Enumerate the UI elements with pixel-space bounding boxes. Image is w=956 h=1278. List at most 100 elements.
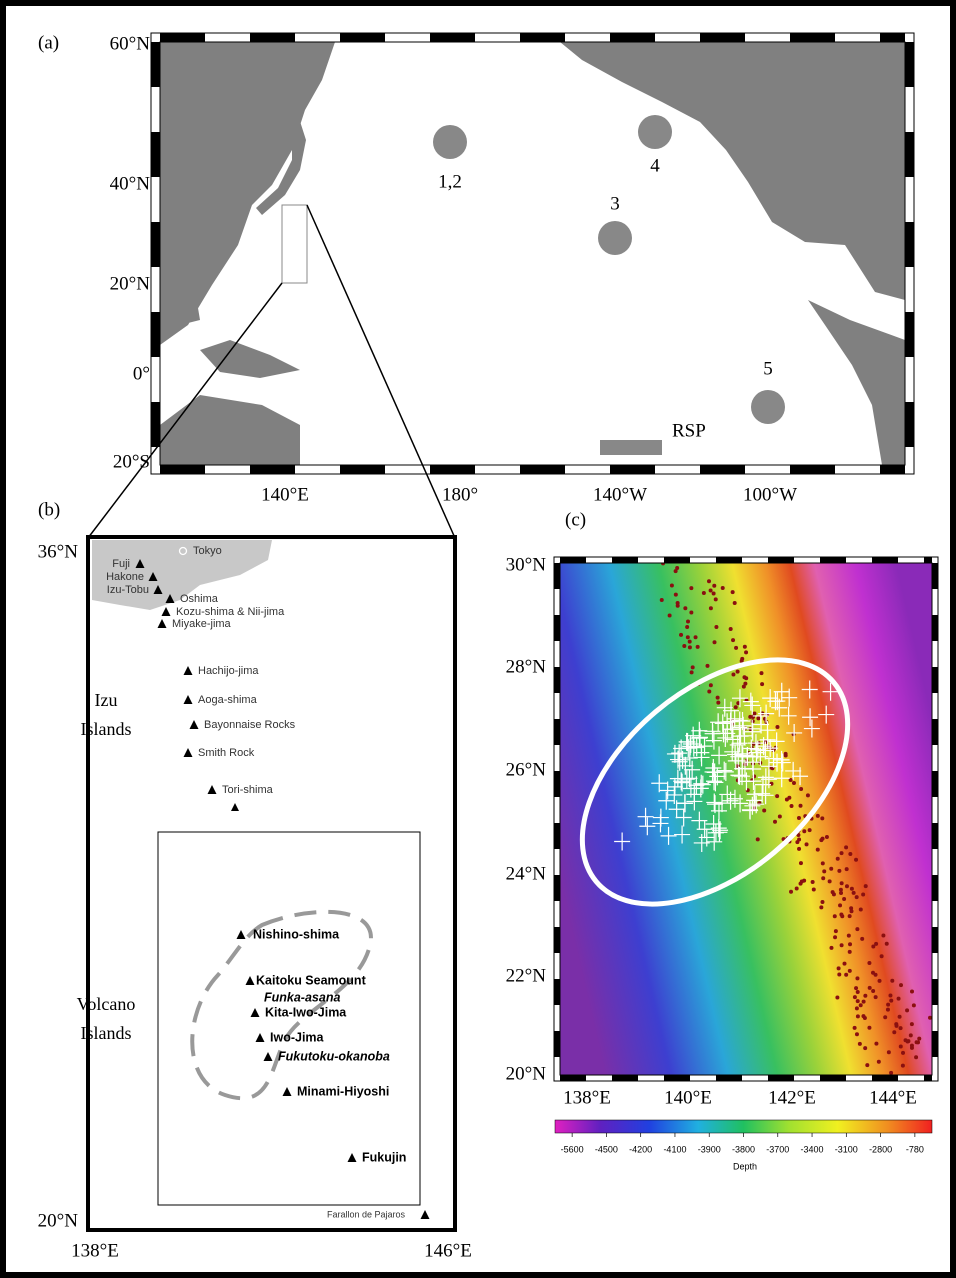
panel-b-frame (88, 537, 455, 1230)
colorbar-tick-label: -2800 (869, 1144, 892, 1154)
seamount-dot (799, 787, 803, 791)
volcano-label: Bayonnaise Rocks (204, 719, 296, 731)
seamount-dot (712, 584, 716, 588)
seamount-dot (799, 861, 803, 865)
map-border (924, 557, 932, 563)
seamount-dot (821, 876, 825, 880)
map-border (554, 719, 560, 745)
seamount-dot (834, 929, 838, 933)
seamount-dot (844, 845, 848, 849)
map-border (905, 312, 914, 357)
map-border (880, 465, 905, 474)
seamount-dot (843, 962, 847, 966)
seamount-dot (707, 579, 711, 583)
seamount-dot (795, 840, 799, 844)
seamount-dot (863, 994, 867, 998)
map-border (151, 402, 160, 447)
map-border (880, 33, 905, 42)
seamount-dot (828, 879, 832, 883)
seamount-dot (816, 848, 820, 852)
seamount-dot (845, 884, 849, 888)
seamount-dot (880, 954, 884, 958)
volcano-label: Smith Rock (198, 747, 255, 759)
seamount-dot (854, 986, 858, 990)
panel-b (88, 537, 455, 1230)
volcano-label: Fukutoku-okanoba (278, 1049, 390, 1063)
seamount-dot (752, 742, 756, 746)
map-border (932, 979, 938, 1005)
lon-label: 138°E (71, 1240, 119, 1261)
map-border (612, 1075, 638, 1081)
seamount-dot (897, 997, 901, 1001)
map-border (820, 1075, 846, 1081)
seamount-dot (743, 645, 747, 649)
map-border (560, 1075, 586, 1081)
volcano-label: Hachijo-jima (198, 665, 259, 677)
seamount-dot (910, 1022, 914, 1026)
map-border (664, 557, 690, 563)
seamount-dot (674, 569, 678, 573)
map-border (554, 1031, 560, 1057)
seamount-dot (883, 1015, 887, 1019)
seamount-dot (734, 705, 738, 709)
lon-label: 140°E (261, 484, 309, 505)
map-border (790, 33, 835, 42)
seamount-dot (736, 670, 740, 674)
map-border (160, 33, 205, 42)
seamount-dot (840, 881, 844, 885)
map-border (932, 927, 938, 953)
seamount-dot (744, 676, 748, 680)
map-border (612, 557, 638, 563)
colorbar-tick-label: -3800 (732, 1144, 755, 1154)
seamount-dot (855, 976, 859, 980)
map-border (932, 719, 938, 745)
site-label: RSP (672, 420, 706, 441)
seamount-dot (855, 895, 859, 899)
map-border (151, 312, 160, 357)
volcano-label: Kozu-shima & Nii-jima (176, 606, 285, 618)
seamount-dot (811, 880, 815, 884)
colorbar-tick-label: -780 (906, 1144, 924, 1154)
volcano-label: Kita-Iwo-Jima (265, 1005, 347, 1019)
map-border (664, 1075, 690, 1081)
seamount-dot (690, 670, 694, 674)
seamount-dot (910, 989, 914, 993)
map-border (554, 979, 560, 1005)
seamount-dot (856, 990, 860, 994)
panel-label: (c) (565, 509, 586, 530)
seamount-dot (789, 890, 793, 894)
lat-label: 20°S (113, 451, 150, 472)
seamount-dot (865, 1063, 869, 1067)
volcano-label: Minami-Hiyoshi (297, 1084, 389, 1098)
volcano-label: Nishino-shima (253, 927, 340, 941)
site-label: 1,2 (438, 171, 462, 192)
seamount-dot (881, 934, 885, 938)
panel-label: (a) (38, 32, 59, 53)
rsp-site (600, 440, 662, 455)
seamount-dot (668, 614, 672, 618)
seamount-dot (856, 999, 860, 1003)
map-border (430, 33, 475, 42)
lat-label: 20°N (110, 273, 151, 294)
seamount-dot (838, 903, 842, 907)
site-marker (751, 390, 785, 424)
volcano-label: Tokyo (193, 545, 222, 557)
colorbar-tick-label: -3100 (835, 1144, 858, 1154)
seamount-dot (679, 633, 683, 637)
seamount-dot (905, 1008, 909, 1012)
site-label: 4 (650, 155, 660, 176)
seamount-dot (802, 879, 806, 883)
figure: (a)60°N40°N20°N0°20°S140°E180°140°W100°W… (0, 0, 956, 1278)
seamount-dot (836, 857, 840, 861)
seamount-dot (752, 712, 756, 716)
map-border (340, 465, 385, 474)
seamount-dot (928, 1016, 932, 1020)
map-border (932, 823, 938, 849)
lon-label: 146°E (424, 1240, 472, 1261)
seamount-dot (713, 640, 717, 644)
seamount-dot (833, 914, 837, 918)
seamount-dot (712, 591, 716, 595)
seamount-dot (855, 1006, 859, 1010)
group-label: Islands (81, 1023, 132, 1043)
seamount-dot (731, 638, 735, 642)
